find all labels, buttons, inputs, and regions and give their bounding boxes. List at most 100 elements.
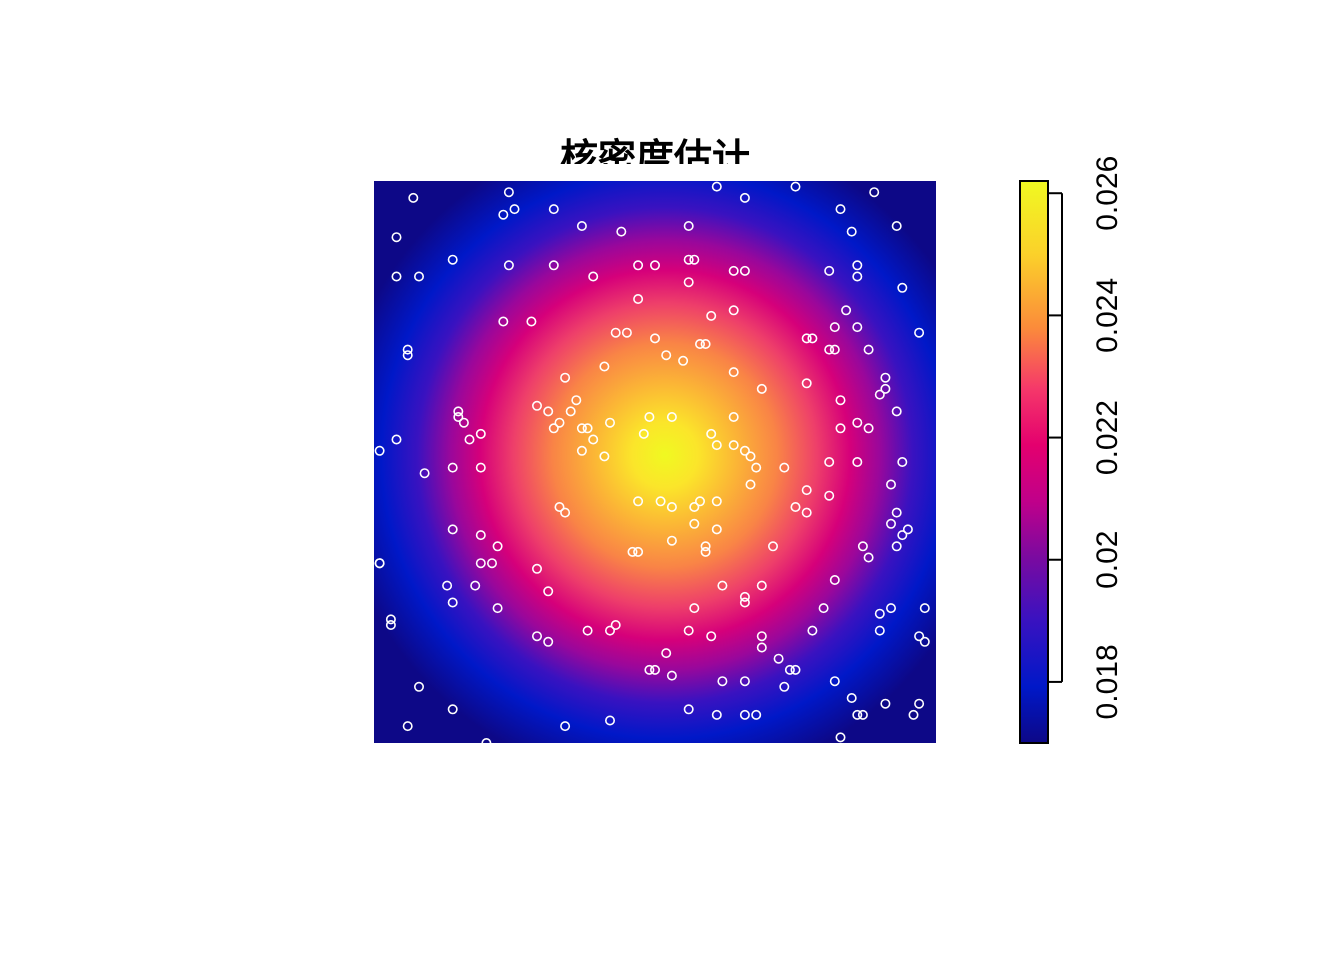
- sample-point: [711, 709, 722, 720]
- sample-point: [604, 715, 615, 726]
- sample-point: [779, 462, 790, 473]
- sample-point: [801, 507, 812, 518]
- sample-point: [689, 603, 700, 614]
- sample-point: [402, 721, 413, 732]
- sample-point: [728, 411, 739, 422]
- sample-point: [498, 316, 509, 327]
- sample-point: [694, 496, 705, 507]
- sample-points: [374, 181, 930, 748]
- sample-point: [616, 226, 627, 237]
- sample-point: [908, 709, 919, 720]
- sample-point: [829, 574, 840, 585]
- sample-point: [852, 271, 863, 282]
- sample-point: [402, 350, 413, 361]
- sample-point: [807, 333, 818, 344]
- sample-point: [447, 254, 458, 265]
- sample-point: [683, 277, 694, 288]
- sample-point: [801, 333, 812, 344]
- sample-point: [852, 260, 863, 271]
- sample-point: [897, 282, 908, 293]
- sample-point: [442, 580, 453, 591]
- sample-point: [739, 192, 750, 203]
- sample-point: [419, 468, 430, 479]
- sample-point: [852, 709, 863, 720]
- sample-point: [481, 737, 492, 748]
- colorbar-tick-label: 0.026: [1091, 156, 1124, 231]
- sample-point: [475, 462, 486, 473]
- sample-point: [829, 676, 840, 687]
- sample-point: [621, 327, 632, 338]
- sample-point: [790, 181, 801, 192]
- sample-point: [857, 541, 868, 552]
- sample-point: [554, 501, 565, 512]
- sample-point: [756, 631, 767, 642]
- sample-point: [756, 642, 767, 653]
- sample-point: [756, 580, 767, 591]
- sample-point: [689, 254, 700, 265]
- sample-point: [470, 580, 481, 591]
- sample-point: [610, 327, 621, 338]
- sample-point: [548, 423, 559, 434]
- sample-point: [475, 428, 486, 439]
- density-heatmap: [374, 181, 936, 743]
- sample-point: [835, 423, 846, 434]
- sample-point: [554, 417, 565, 428]
- sample-point: [863, 344, 874, 355]
- sample-point: [447, 597, 458, 608]
- sample-point: [790, 501, 801, 512]
- sample-point: [711, 524, 722, 535]
- sample-point: [649, 333, 660, 344]
- sample-point: [824, 344, 835, 355]
- sample-point: [447, 524, 458, 535]
- sample-point: [531, 563, 542, 574]
- sample-point: [818, 603, 829, 614]
- sample-point: [700, 338, 711, 349]
- sample-point: [571, 395, 582, 406]
- sample-point: [391, 271, 402, 282]
- sample-point: [666, 411, 677, 422]
- sample-point: [846, 692, 857, 703]
- colorbar-tick-label: 0.018: [1091, 644, 1124, 719]
- sample-point: [604, 625, 615, 636]
- sample-point: [914, 631, 925, 642]
- sample-point: [458, 417, 469, 428]
- sample-point: [683, 221, 694, 232]
- sample-point: [509, 204, 520, 215]
- sample-point: [588, 434, 599, 445]
- sample-point: [543, 586, 554, 597]
- sample-point: [599, 361, 610, 372]
- sample-point: [880, 383, 891, 394]
- sample-point: [374, 445, 385, 456]
- sample-point: [453, 406, 464, 417]
- sample-point: [503, 187, 514, 198]
- sample-point: [531, 631, 542, 642]
- sample-point: [638, 428, 649, 439]
- sample-point: [447, 462, 458, 473]
- sample-point: [633, 293, 644, 304]
- sample-point: [863, 423, 874, 434]
- sample-point: [604, 417, 615, 428]
- sample-point: [885, 603, 896, 614]
- sample-point: [560, 721, 571, 732]
- sample-point: [694, 338, 705, 349]
- sample-point: [582, 423, 593, 434]
- sample-point: [891, 221, 902, 232]
- sample-point: [543, 636, 554, 647]
- sample-point: [751, 462, 762, 473]
- sample-point: [739, 445, 750, 456]
- sample-point: [728, 440, 739, 451]
- sample-point: [829, 344, 840, 355]
- sample-point: [633, 546, 644, 557]
- sample-point: [824, 456, 835, 467]
- sample-point: [486, 558, 497, 569]
- sample-point: [773, 653, 784, 664]
- sample-point: [576, 423, 587, 434]
- sample-point: [897, 530, 908, 541]
- sample-point: [700, 546, 711, 557]
- sample-point: [863, 552, 874, 563]
- sample-point: [919, 636, 930, 647]
- sample-point: [824, 490, 835, 501]
- sample-point: [531, 400, 542, 411]
- sample-point: [661, 350, 672, 361]
- sample-point: [582, 625, 593, 636]
